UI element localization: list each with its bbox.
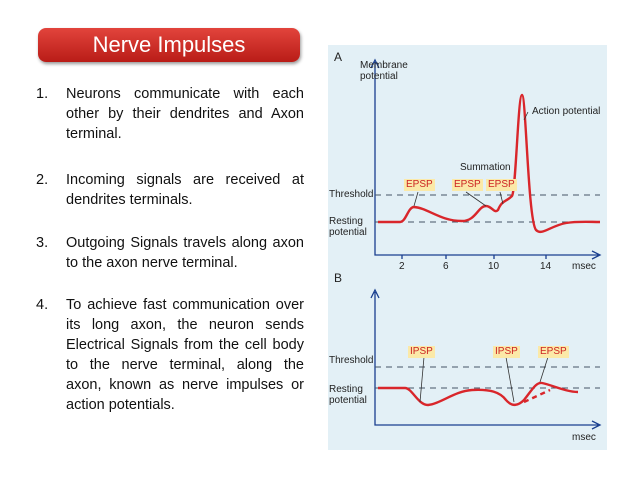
- pointers: [413, 111, 549, 403]
- trace-a: [378, 93, 601, 234]
- epsp-tag: EPSP: [404, 179, 435, 191]
- tick-label: 6: [443, 261, 449, 272]
- item-number: 2.: [36, 172, 49, 188]
- tick-label: 2: [399, 261, 405, 272]
- item-text: Outgoing Signals travels along axon to t…: [66, 235, 304, 271]
- annotation: Summation: [460, 162, 511, 173]
- epsp-tag: EPSP: [486, 179, 517, 191]
- axes: [370, 58, 602, 430]
- item-number: 3.: [36, 235, 49, 251]
- list-item: 1. Neurons communicate with each other by…: [36, 84, 304, 144]
- panel-letter: A: [334, 50, 343, 64]
- list-item: 4. To achieve fast communication over its…: [36, 295, 304, 415]
- x-label: msec: [572, 261, 596, 272]
- item-text: To achieve fast communication over its l…: [66, 297, 304, 413]
- item-number: 4.: [36, 297, 49, 313]
- epsp-tag: EPSP: [538, 346, 569, 358]
- pointer-lines: [413, 111, 549, 403]
- list-item: 2. Incoming signals are received at dendr…: [36, 170, 304, 210]
- resting-label: Resting potential: [329, 216, 367, 238]
- trace-b: [378, 381, 579, 407]
- reference-lines: [375, 194, 600, 389]
- ipsp-tag: IPSP: [408, 346, 435, 358]
- title: Nerve Impulses: [38, 28, 300, 62]
- threshold-label: Threshold: [329, 189, 374, 200]
- y-label: Membrane potential: [360, 60, 408, 82]
- tick-marks: [401, 255, 547, 259]
- trace-b-dashed: [523, 388, 551, 404]
- axis-a: [370, 58, 602, 260]
- tick-label: 10: [488, 261, 500, 272]
- axis-b: [370, 288, 602, 430]
- threshold-label: Threshold: [329, 355, 374, 366]
- tick-label: 14: [540, 261, 552, 272]
- traces: [378, 93, 601, 407]
- epsp-tag: EPSP: [452, 179, 483, 191]
- annotation: Action potential: [532, 106, 601, 117]
- ipsp-tag: IPSP: [493, 346, 520, 358]
- list-item: 3. Outgoing Signals travels along axon to…: [36, 233, 304, 273]
- item-text: Neurons communicate with each other by t…: [66, 86, 304, 142]
- x-label: msec: [572, 432, 596, 443]
- resting-label: Resting potential: [329, 384, 367, 406]
- item-number: 1.: [36, 86, 49, 102]
- panel-letter: B: [334, 271, 343, 285]
- item-text: Incoming signals are received at dendrit…: [66, 172, 304, 208]
